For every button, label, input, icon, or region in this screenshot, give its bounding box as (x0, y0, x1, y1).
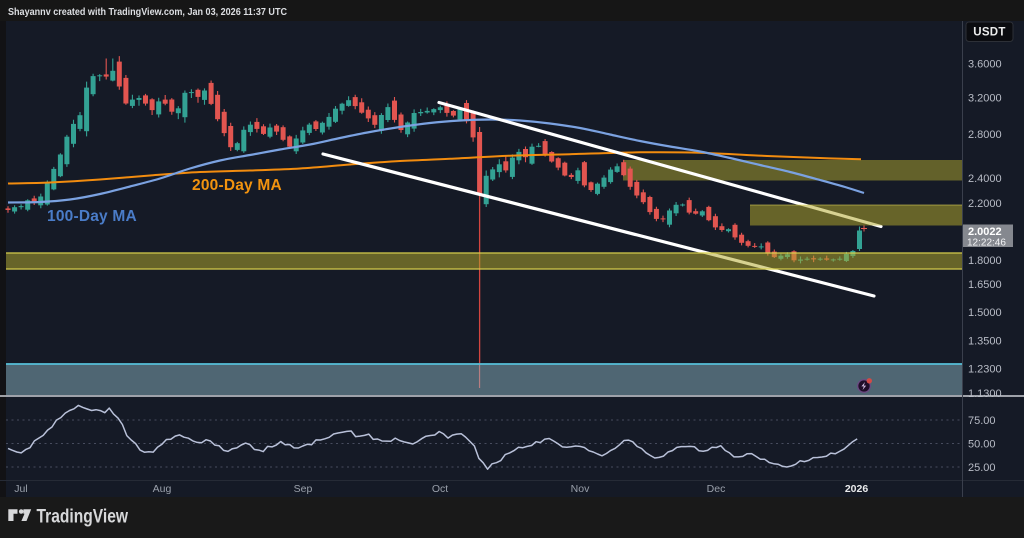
svg-text:1.1300: 1.1300 (968, 388, 1002, 400)
svg-text:Aug: Aug (153, 483, 172, 495)
svg-text:Dec: Dec (707, 483, 726, 495)
svg-text:2.2000: 2.2000 (968, 198, 1002, 210)
svg-text:3.6000: 3.6000 (968, 58, 1002, 70)
svg-text:Nov: Nov (571, 483, 590, 495)
svg-text:Oct: Oct (432, 483, 448, 495)
svg-text:2.0022: 2.0022 (968, 226, 1002, 238)
svg-text:1.5000: 1.5000 (968, 307, 1002, 319)
svg-text:100-Day MA: 100-Day MA (47, 208, 137, 225)
svg-text:1.8000: 1.8000 (968, 255, 1002, 267)
svg-text:1.3500: 1.3500 (968, 335, 1002, 347)
svg-text:2.8000: 2.8000 (968, 129, 1002, 141)
svg-text:50.00: 50.00 (968, 438, 996, 450)
svg-text:75.00: 75.00 (968, 415, 996, 427)
svg-text:Jul: Jul (14, 483, 27, 495)
svg-text:25.00: 25.00 (968, 462, 996, 474)
svg-text:3.2000: 3.2000 (968, 92, 1002, 104)
svg-text:1.2300: 1.2300 (968, 363, 1002, 375)
svg-text:TradingView: TradingView (37, 507, 129, 528)
svg-text:Shayannv created with TradingV: Shayannv created with TradingView.com, J… (8, 7, 287, 18)
svg-text:Sep: Sep (294, 483, 313, 495)
svg-text:USDT: USDT (973, 27, 1006, 39)
svg-text:2026: 2026 (845, 483, 869, 495)
svg-text:200-Day MA: 200-Day MA (192, 177, 282, 194)
svg-text:2.4000: 2.4000 (968, 173, 1002, 185)
svg-text:1.6500: 1.6500 (968, 279, 1002, 291)
svg-text:12:22:46: 12:22:46 (967, 238, 1006, 249)
